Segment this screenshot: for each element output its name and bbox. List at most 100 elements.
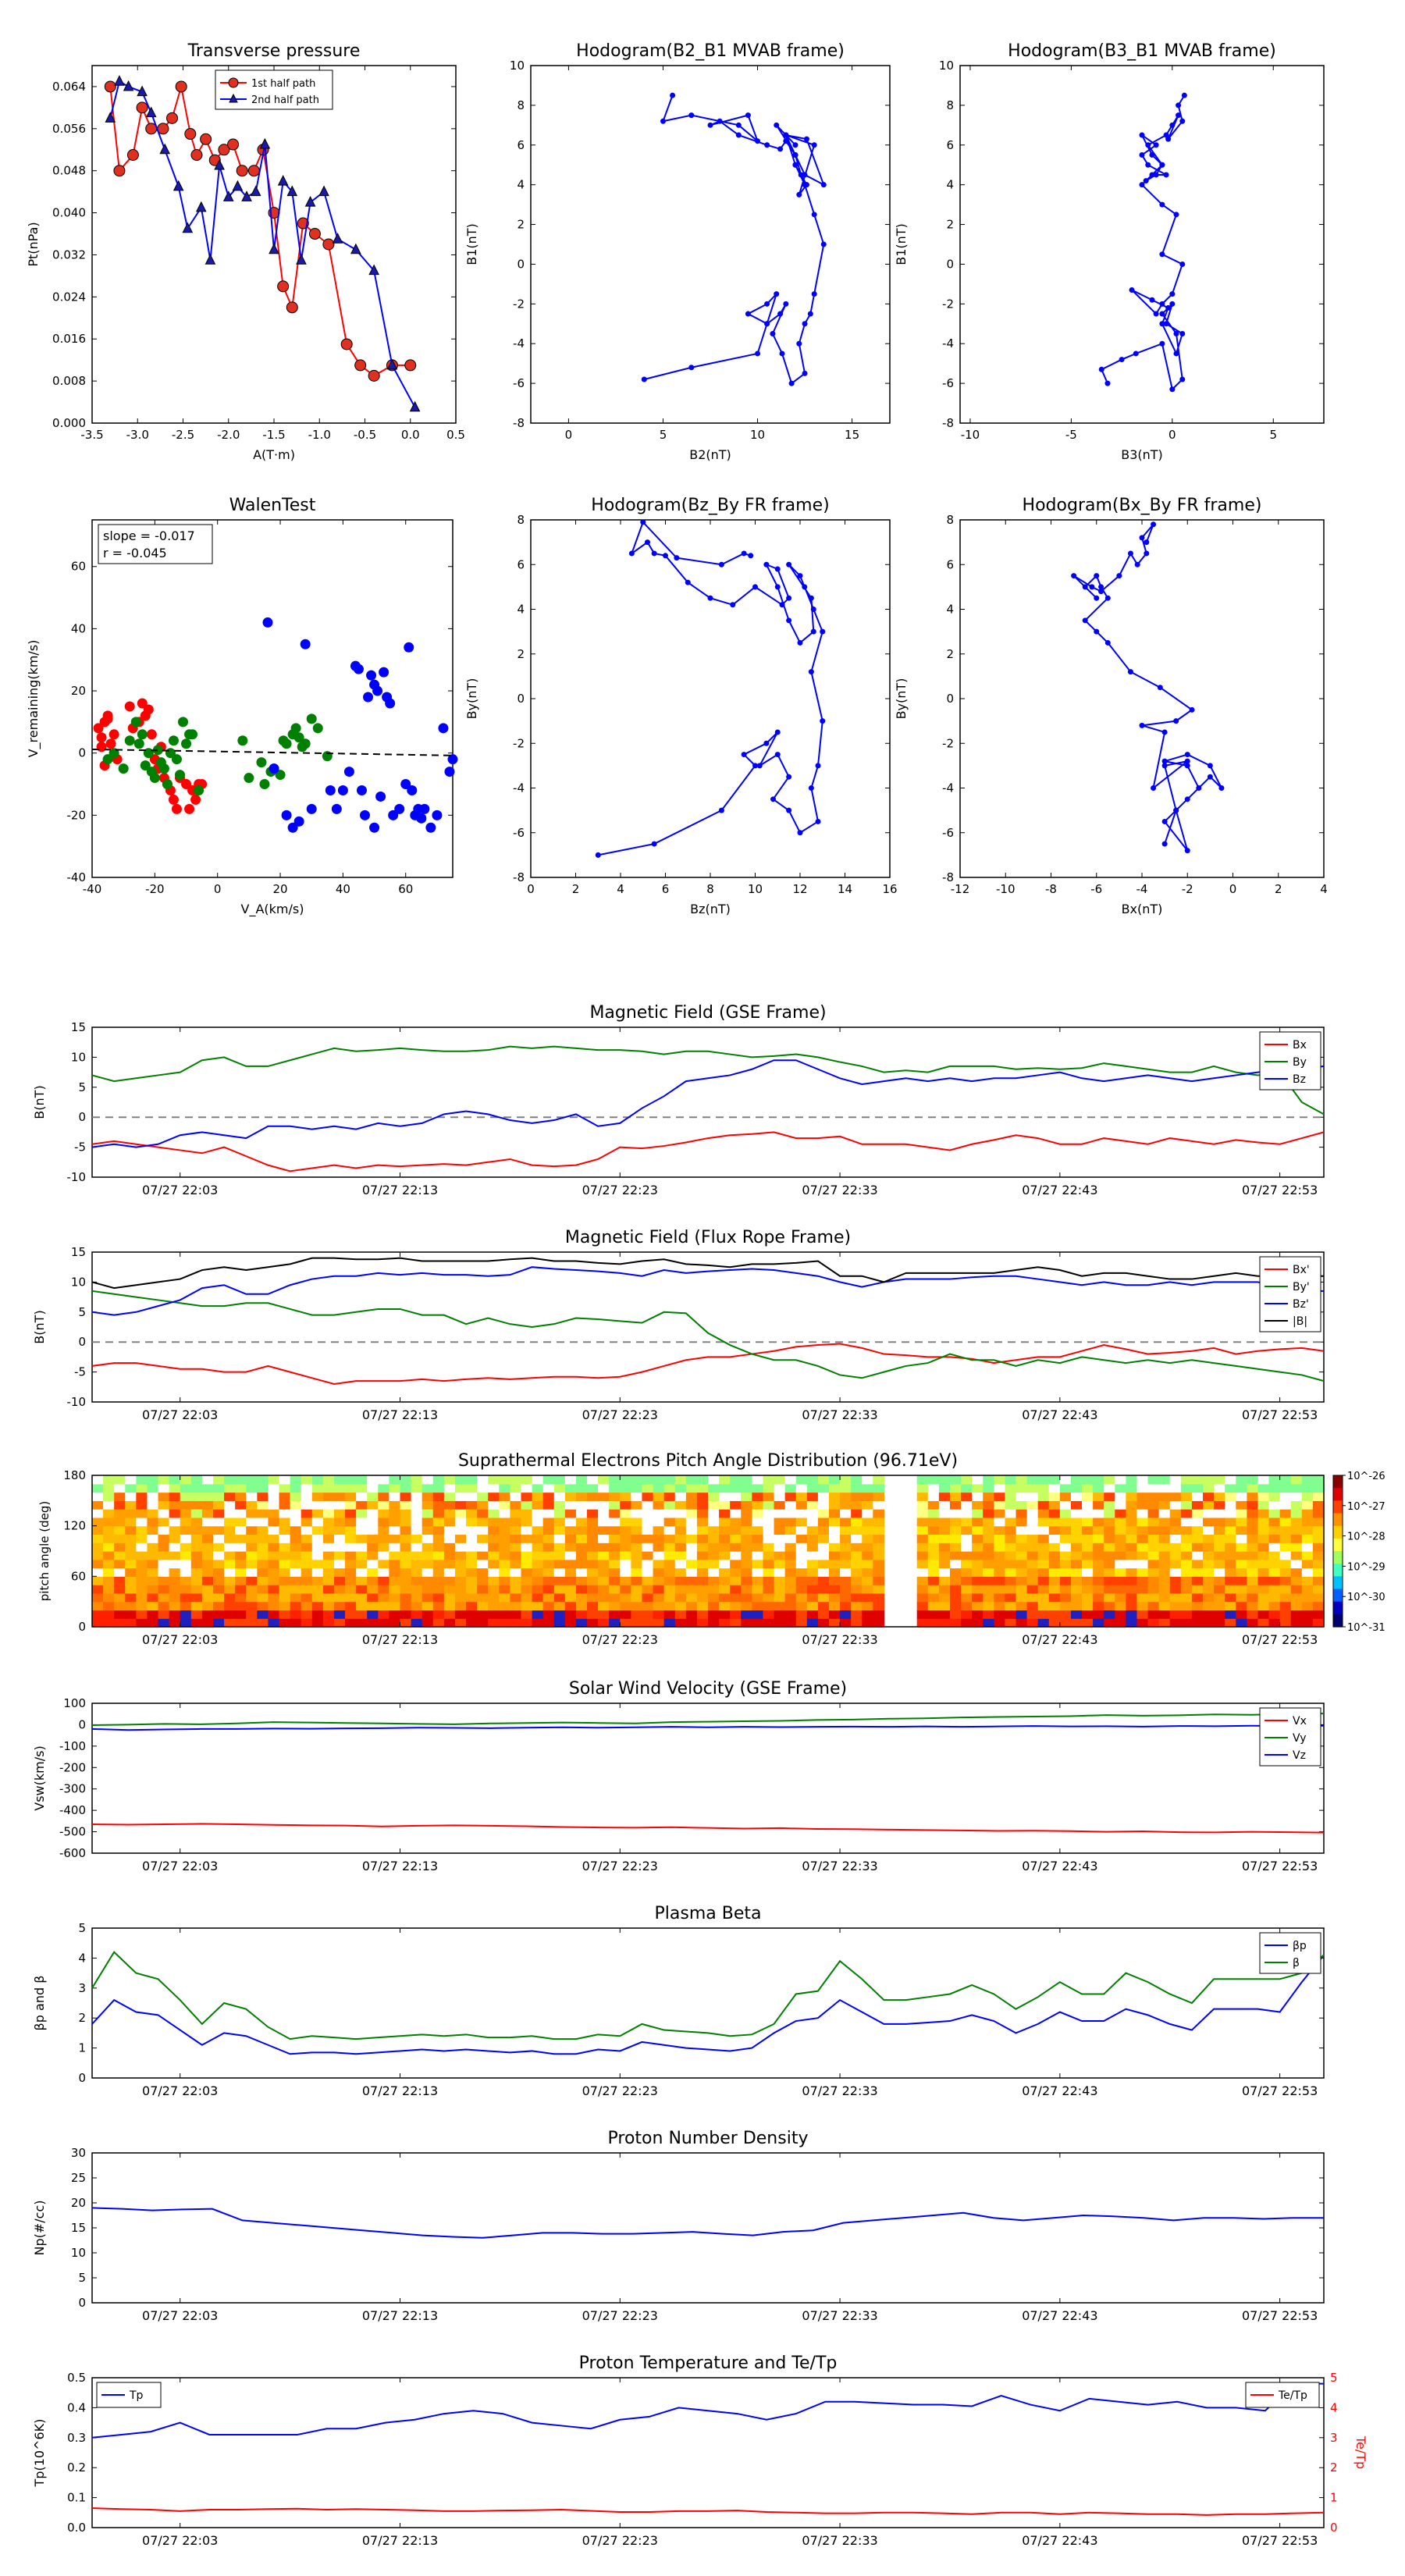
pad-cell (949, 1585, 962, 1594)
pad-cell (257, 1585, 269, 1594)
pad-cell (92, 1610, 104, 1619)
pad-cell (499, 1492, 510, 1501)
x-tick-label: 8 (706, 882, 714, 896)
pad-cell (620, 1542, 631, 1552)
pad-cell (1070, 1576, 1083, 1585)
pad-cell (851, 1509, 863, 1518)
pad-cell (290, 1517, 302, 1527)
pad-cell (763, 1618, 775, 1628)
legend-label: Bz (1293, 1073, 1306, 1086)
pad-cell (257, 1610, 269, 1619)
pad-cell (938, 1500, 951, 1510)
pad-cell (190, 1585, 203, 1594)
pad-cell (1257, 1610, 1270, 1619)
pad-cell (136, 1534, 148, 1543)
pad-cell (389, 1610, 401, 1619)
pad-cell (1104, 1483, 1115, 1493)
hodogram-point (796, 340, 802, 347)
pad-cell (1158, 1559, 1171, 1569)
x-tick-label: 0.5 (446, 428, 465, 442)
pad-cell (389, 1517, 401, 1527)
pad-cell (301, 1585, 313, 1594)
pad-cell (212, 1559, 225, 1569)
pad-cell (972, 1559, 984, 1569)
pad-cell (224, 1492, 236, 1501)
hodogram-point (770, 331, 776, 336)
pad-cell (1247, 1618, 1259, 1628)
pad-cell (961, 1610, 973, 1619)
hodogram-point (1082, 584, 1088, 590)
y-tick-label: 0.064 (52, 80, 86, 94)
pad-cell (752, 1559, 764, 1569)
walen-point-green (124, 735, 135, 746)
pad-cell (301, 1483, 313, 1493)
point-2nd-half (205, 254, 216, 265)
pad-cell (587, 1601, 599, 1611)
pad-cell (279, 1601, 291, 1611)
plot-frame (530, 65, 891, 424)
pad-cell (1115, 1500, 1126, 1510)
pad-cell (1279, 1585, 1292, 1594)
pad-cell (817, 1601, 830, 1611)
pad-cell (851, 1559, 863, 1569)
pad-cell (290, 1509, 302, 1518)
walen-point-green (237, 735, 248, 746)
pad-cell (685, 1525, 698, 1535)
y-tick-label: -500 (59, 1825, 86, 1839)
pad-cell (994, 1585, 1006, 1594)
pad-cell (1115, 1542, 1126, 1552)
pad-cell (708, 1559, 720, 1569)
pad-cell (587, 1542, 599, 1552)
pad-cell (411, 1601, 423, 1611)
pad-cell (1290, 1500, 1303, 1510)
pad-cell (741, 1534, 752, 1543)
pad-cell (817, 1492, 830, 1501)
pad-cell (1180, 1601, 1193, 1611)
pad-cell (190, 1475, 203, 1485)
pad-cell (587, 1559, 599, 1569)
pad-cell (1115, 1601, 1126, 1611)
pad-cell (708, 1509, 720, 1518)
pad-cell (1048, 1592, 1061, 1603)
pad-cell (1037, 1475, 1050, 1485)
pad-cell (840, 1475, 852, 1485)
pad-cell (653, 1525, 665, 1535)
pad-cell (378, 1567, 390, 1577)
pad-cell (862, 1492, 873, 1501)
pad-cell (290, 1576, 302, 1585)
pad-cell (949, 1517, 962, 1527)
pad-cell (454, 1576, 467, 1585)
pad-cell (532, 1500, 544, 1510)
pad-cell (1236, 1567, 1247, 1577)
pad-cell (575, 1492, 588, 1501)
pad-cell (477, 1517, 489, 1527)
pad-cell (851, 1542, 863, 1552)
pad-cell (378, 1542, 390, 1552)
pad-cell (1093, 1592, 1104, 1603)
pad-cell (1268, 1559, 1281, 1569)
pad-cell (1169, 1618, 1182, 1628)
pad-cell (212, 1567, 225, 1577)
pad-cell (1158, 1576, 1171, 1585)
fit-line (91, 748, 454, 756)
pad-cell (1059, 1483, 1072, 1493)
hodogram-point (1104, 639, 1111, 646)
walen-point-green (275, 770, 286, 781)
pad-cell (488, 1525, 500, 1535)
walen-point-green (133, 738, 144, 749)
pad-cell (158, 1551, 170, 1560)
point-1st-half (247, 165, 260, 177)
pad-cell (1136, 1576, 1149, 1585)
pad-cell (333, 1559, 346, 1569)
pad-cell (92, 1492, 104, 1501)
pad-cell (1158, 1601, 1171, 1611)
y-tick-label: 5 (78, 1305, 86, 1319)
pad-cell (1290, 1610, 1303, 1619)
pad-cell (851, 1551, 863, 1560)
pad-cell (521, 1492, 533, 1501)
pad-cell (1312, 1601, 1325, 1611)
pad-cell (1225, 1592, 1236, 1603)
pad-cell (180, 1618, 192, 1628)
pad-cell (620, 1559, 631, 1569)
pad-cell (1214, 1517, 1225, 1527)
